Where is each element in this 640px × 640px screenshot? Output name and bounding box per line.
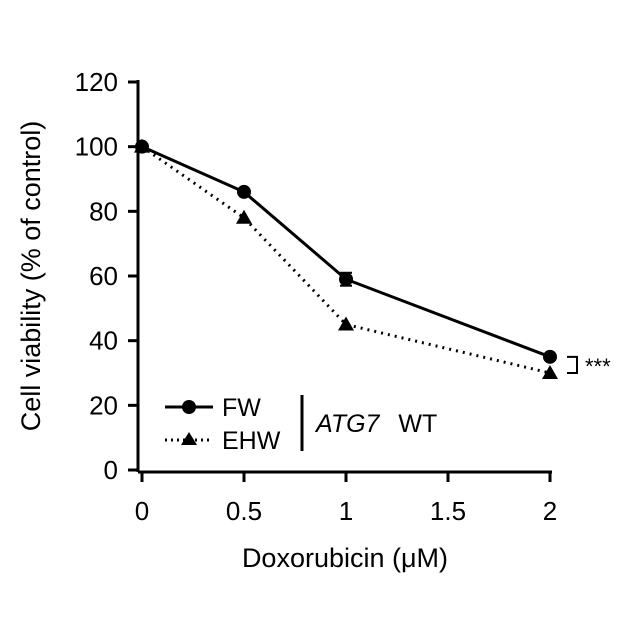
series-layer <box>134 139 558 379</box>
series-fw-point <box>237 185 251 199</box>
x-tick-label: 0 <box>135 496 149 526</box>
series-fw-point <box>135 140 149 154</box>
x-axis-ticks: 0 0.5 1 1.5 2 <box>135 472 557 526</box>
y-tick-label: 60 <box>89 261 118 291</box>
series-ehw-point <box>338 317 354 331</box>
y-tick-label: 100 <box>75 132 118 162</box>
y-tick-label: 20 <box>89 390 118 420</box>
legend-ehw-label: EHW <box>222 427 281 455</box>
legend-group-label: ATG7 WT <box>314 410 437 438</box>
series-ehw-line <box>142 147 550 373</box>
series-ehw-point <box>542 365 558 379</box>
significance-label: *** <box>585 354 611 379</box>
series-ehw-point <box>236 210 252 224</box>
x-tick-label: 0.5 <box>226 496 262 526</box>
line-chart: 0 20 40 60 80 100 120 0 0.5 1 1.5 2 Doxorubicin (μ… <box>0 0 640 640</box>
series-ehw <box>134 139 558 379</box>
x-tick-label: 1.5 <box>430 496 466 526</box>
x-tick-label: 2 <box>543 496 557 526</box>
legend-fw-marker <box>182 400 196 414</box>
series-fw-point <box>543 350 557 364</box>
x-tick-label: 1 <box>339 496 353 526</box>
x-axis-title: Doxorubicin (μM) <box>242 543 448 573</box>
y-tick-label: 40 <box>89 326 118 356</box>
legend: FW EHW ATG7 WT <box>165 394 437 455</box>
y-axis-ticks: 0 20 40 60 80 100 120 <box>75 67 138 485</box>
y-tick-label: 0 <box>104 455 118 485</box>
legend-gene-status: WT <box>398 410 437 438</box>
y-axis-title: Cell viability (% of control) <box>16 121 46 432</box>
legend-gene-name: ATG7 <box>314 410 381 438</box>
legend-fw-label: FW <box>222 394 261 422</box>
significance-bracket-line <box>567 357 577 373</box>
y-tick-label: 80 <box>89 196 118 226</box>
series-fw-point <box>339 272 353 286</box>
significance-bracket: *** <box>567 354 611 379</box>
y-tick-label: 120 <box>75 67 118 97</box>
